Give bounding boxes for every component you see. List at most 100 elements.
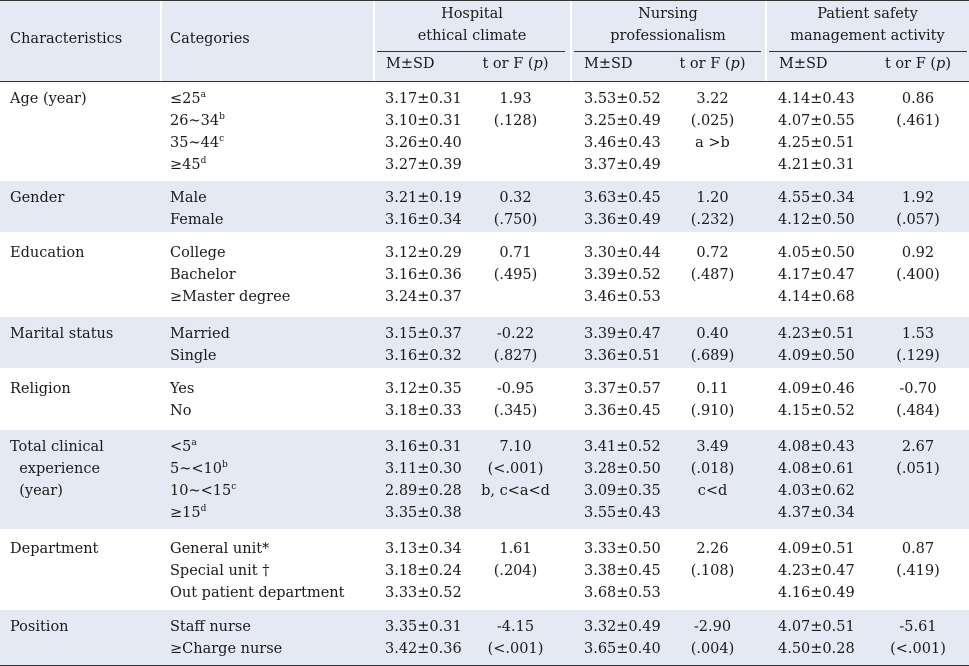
cell-value: 4.23±0.47 — [778, 563, 855, 579]
cell-value: a >b — [695, 135, 730, 151]
cell-value: 3.21±0.19 — [385, 190, 462, 206]
cell-value: -0.22 — [496, 326, 535, 342]
category-label: <5a — [170, 436, 236, 458]
cell-value: 3.17±0.31 — [385, 91, 462, 107]
cell-value: (.827) — [493, 348, 538, 364]
cell-value: 3.36±0.51 — [584, 348, 661, 364]
cell-value: (.018) — [690, 461, 735, 477]
cell-value: 3.12±0.35 — [385, 381, 462, 397]
cell-nursing-msd: 3.63±0.45 3.36±0.49 — [584, 187, 661, 231]
cell-value: (<.001) — [487, 641, 544, 657]
cell-value: (.750) — [493, 212, 538, 228]
cell-value: 0.71 — [499, 245, 532, 261]
cell-value: 3.46±0.43 — [584, 135, 661, 151]
category-text: Married — [170, 326, 230, 342]
cell-value: (.057) — [896, 212, 940, 228]
cell-value: (.487) — [690, 267, 735, 283]
category-text: Bachelor — [170, 267, 236, 283]
category-text: No — [170, 403, 192, 419]
cell-value: 3.33±0.52 — [385, 585, 462, 601]
header-underline — [574, 51, 761, 52]
cell-characteristic: Religion — [10, 378, 71, 400]
cell-nursing-stat: 0.11 (.910) — [665, 378, 760, 422]
cell-patient-msd: 4.07±0.51 4.50±0.28 — [778, 616, 855, 660]
category-text: Special unit † — [170, 563, 270, 579]
category-label: Bachelor — [170, 264, 290, 286]
category-label: ≥45d — [170, 154, 225, 176]
cell-value: 3.46±0.53 — [584, 289, 661, 305]
header-divider — [765, 0, 767, 81]
cell-value: 0.40 — [696, 326, 729, 342]
header-categories: Categories — [170, 31, 250, 47]
cell-value: 3.36±0.49 — [584, 212, 661, 228]
header-nursing-line2: professionalism — [610, 28, 726, 44]
header-divider — [373, 0, 375, 81]
cell-patient-msd: 4.09±0.51 4.23±0.47 4.16±0.49 — [778, 538, 855, 604]
cell-nursing-stat: 1.20 (.232) — [665, 187, 760, 231]
cell-hospital-msd: 3.35±0.31 3.42±0.36 — [385, 616, 462, 660]
cell-value: 3.15±0.37 — [385, 326, 462, 342]
cell-nursing-msd: 3.33±0.50 3.38±0.45 3.68±0.53 — [584, 538, 661, 604]
cell-value: 4.07±0.55 — [778, 113, 855, 129]
category-label: Single — [170, 345, 230, 367]
cell-nursing-stat: 0.40 (.689) — [665, 323, 760, 367]
cell-value: 3.63±0.45 — [584, 190, 661, 206]
cell-hospital-stat: -4.15 (<.001) — [468, 616, 563, 660]
category-label: Male — [170, 187, 223, 209]
cell-value: 3.16±0.31 — [385, 439, 462, 455]
cell-characteristic: Education — [10, 242, 85, 264]
category-superscript: c — [231, 482, 237, 493]
category-label: ≥Charge nurse — [170, 638, 282, 660]
cell-value: (.419) — [896, 563, 940, 579]
category-label: ≥Master degree — [170, 286, 290, 308]
cell-nursing-msd: 3.53±0.52 3.25±0.49 3.46±0.43 3.37±0.49 — [584, 88, 661, 176]
cell-value: -2.90 — [693, 619, 732, 635]
cell-value: 4.23±0.51 — [778, 326, 855, 342]
cell-patient-msd: 4.14±0.43 4.07±0.55 4.25±0.51 4.21±0.31 — [778, 88, 855, 176]
cell-value: (.461) — [896, 113, 940, 129]
cell-value: 3.13±0.34 — [385, 541, 462, 557]
cell-value: (.345) — [493, 403, 538, 419]
header-hospital-line1: Hospital — [441, 6, 503, 22]
cell-value: 2.89±0.28 — [385, 483, 462, 499]
category-superscript: c — [219, 134, 225, 145]
cell-characteristic: Gender — [10, 187, 64, 209]
cell-value: 4.55±0.34 — [778, 190, 855, 206]
cell-value: 3.24±0.37 — [385, 289, 462, 305]
header-nursing-msd: M±SD — [584, 56, 633, 72]
header-patient-line2: management activity — [790, 28, 945, 44]
category-label: General unit* — [170, 538, 344, 560]
category-label: ≤25a — [170, 88, 225, 110]
table-row: Department General unit* Special unit † Out… — [0, 532, 969, 607]
top-rule — [0, 0, 969, 1]
cell-value: 1.53 — [901, 326, 935, 342]
cell-hospital-stat: 1.93 (.128) — [468, 88, 563, 132]
cell-value: 3.35±0.38 — [385, 505, 462, 521]
cell-value: 2.67 — [901, 439, 935, 455]
cell-value: 4.09±0.50 — [778, 348, 855, 364]
cell-value: 4.25±0.51 — [778, 135, 855, 151]
category-text: General unit* — [170, 541, 270, 557]
table-header: Characteristics Categories Hospital ethi… — [0, 0, 969, 81]
cell-hospital-msd: 3.12±0.35 3.18±0.33 — [385, 378, 462, 422]
cell-hospital-stat: 0.32 (.750) — [468, 187, 563, 231]
category-label: Special unit † — [170, 560, 344, 582]
cell-categories: Yes No — [170, 378, 194, 422]
table-row: Education College Bachelor ≥Master degree 3.… — [0, 236, 969, 313]
cell-hospital-msd: 3.21±0.19 3.16±0.34 — [385, 187, 462, 231]
category-text: Out patient department — [170, 585, 345, 601]
category-text: Female — [170, 212, 224, 228]
characteristic-line: Position — [10, 619, 69, 635]
header-divider — [570, 0, 572, 81]
cell-patient-stat: -5.61 (<.001) — [868, 616, 968, 660]
category-superscript: d — [200, 156, 207, 167]
category-text: 26~34 — [170, 113, 220, 129]
header-nursing-line1: Nursing — [638, 6, 698, 22]
cell-value: -0.95 — [496, 381, 535, 397]
cell-value: 0.86 — [901, 91, 935, 107]
category-label: Staff nurse — [170, 616, 282, 638]
cell-value: 3.37±0.49 — [584, 157, 661, 173]
cell-value: 1.93 — [499, 91, 532, 107]
cell-value: 3.32±0.49 — [584, 619, 661, 635]
category-label: Married — [170, 323, 230, 345]
